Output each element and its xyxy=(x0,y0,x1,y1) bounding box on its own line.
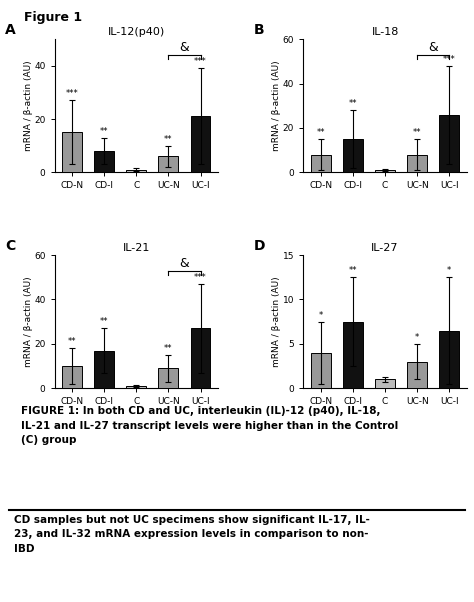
Text: &: & xyxy=(180,257,189,270)
Text: &: & xyxy=(180,42,189,54)
Text: FIGURE 1: In both CD and UC, interleukin (IL)-12 (p40), IL-18,
IL-21 and IL-27 t: FIGURE 1: In both CD and UC, interleukin… xyxy=(21,406,398,445)
Text: ***: *** xyxy=(443,55,456,64)
Title: IL-27: IL-27 xyxy=(371,243,399,253)
Text: &: & xyxy=(428,41,438,54)
Text: ***: *** xyxy=(194,57,207,66)
Text: **: ** xyxy=(68,337,76,346)
Text: A: A xyxy=(5,23,16,37)
Text: **: ** xyxy=(349,99,357,108)
Text: **: ** xyxy=(100,317,109,326)
Bar xyxy=(375,379,395,388)
Text: ***: *** xyxy=(66,90,79,99)
Bar xyxy=(343,321,363,388)
Text: **: ** xyxy=(164,135,173,144)
Text: **: ** xyxy=(349,266,357,275)
Text: *: * xyxy=(447,266,451,275)
Bar xyxy=(343,139,363,172)
Title: IL-18: IL-18 xyxy=(372,27,399,37)
Bar xyxy=(94,350,114,388)
Text: Figure 1: Figure 1 xyxy=(24,11,82,24)
Bar xyxy=(94,151,114,172)
Text: B: B xyxy=(254,23,265,37)
Text: D: D xyxy=(254,239,265,253)
Bar xyxy=(407,362,427,388)
Title: IL-21: IL-21 xyxy=(123,243,150,253)
Bar xyxy=(375,170,395,172)
Bar xyxy=(311,353,331,388)
Text: **: ** xyxy=(317,128,325,137)
Title: IL-12(p40): IL-12(p40) xyxy=(108,27,165,37)
Y-axis label: mRNA / β-actin (AU): mRNA / β-actin (AU) xyxy=(24,276,33,367)
Text: *: * xyxy=(319,311,323,320)
Text: **: ** xyxy=(164,344,173,353)
Bar xyxy=(62,132,82,172)
Bar xyxy=(127,386,146,388)
Bar xyxy=(311,155,331,172)
Bar xyxy=(127,170,146,172)
Text: C: C xyxy=(5,239,16,253)
Text: *: * xyxy=(415,333,419,342)
Bar xyxy=(62,366,82,388)
Bar xyxy=(407,155,427,172)
Bar xyxy=(439,114,459,172)
Text: **: ** xyxy=(100,127,109,135)
Bar xyxy=(191,116,210,172)
Text: **: ** xyxy=(413,128,421,137)
Bar xyxy=(158,157,178,172)
Bar xyxy=(158,368,178,388)
Text: CD samples but not UC specimens show significant IL-17, IL-
23, and IL-32 mRNA e: CD samples but not UC specimens show sig… xyxy=(14,515,370,553)
Bar xyxy=(191,328,210,388)
Y-axis label: mRNA / β-actin (AU): mRNA / β-actin (AU) xyxy=(24,60,33,151)
Bar xyxy=(439,330,459,388)
Y-axis label: mRNA / β-actin (AU): mRNA / β-actin (AU) xyxy=(273,60,282,151)
Y-axis label: mRNA / β-actin (AU): mRNA / β-actin (AU) xyxy=(273,276,282,367)
Text: ***: *** xyxy=(194,273,207,282)
